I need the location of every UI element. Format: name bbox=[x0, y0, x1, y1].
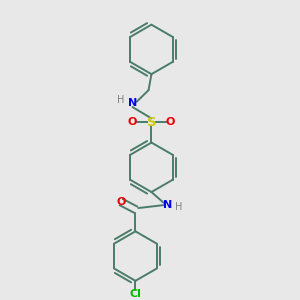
Text: N: N bbox=[128, 98, 137, 108]
Text: H: H bbox=[117, 95, 124, 105]
Text: N: N bbox=[163, 200, 172, 210]
Text: H: H bbox=[175, 202, 182, 212]
Text: O: O bbox=[128, 117, 137, 127]
Text: O: O bbox=[117, 197, 126, 207]
Text: O: O bbox=[166, 117, 175, 127]
Text: S: S bbox=[147, 116, 156, 129]
Text: Cl: Cl bbox=[130, 289, 141, 299]
